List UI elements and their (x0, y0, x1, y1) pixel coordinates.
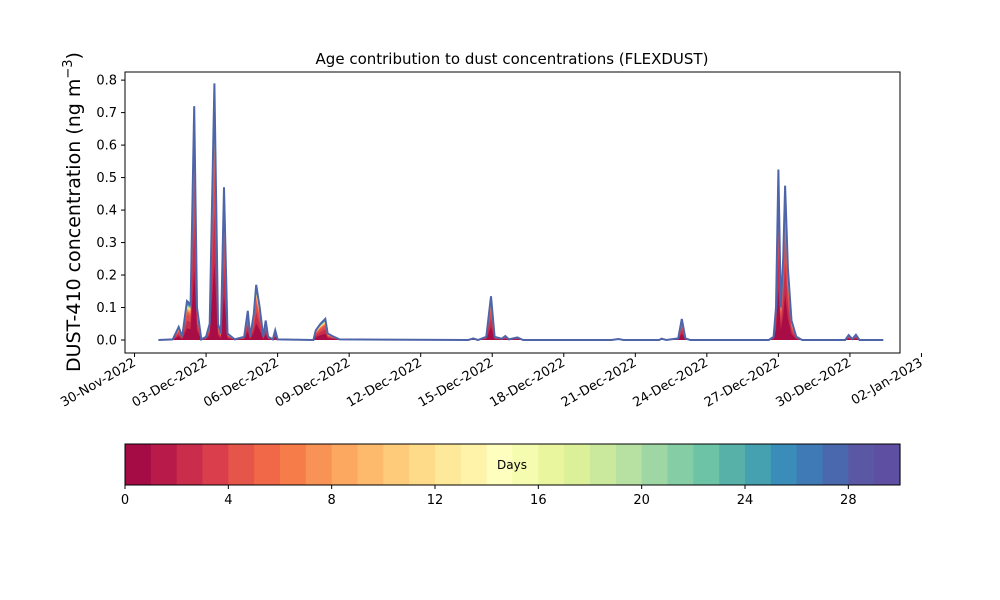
colorbar-swatch (280, 444, 307, 485)
age-layer-20-days (158, 111, 884, 341)
colorbar-tick-label: 0 (121, 493, 129, 508)
colorbar-tick-label: 28 (840, 493, 857, 508)
colorbar-swatch (357, 444, 384, 485)
y-tick-label: 0.6 (96, 139, 117, 154)
x-tick-label: 15-Dec-2022 (416, 355, 496, 410)
colorbar-swatch (305, 444, 333, 485)
y-tick-label: 0.7 (96, 106, 117, 121)
colorbar-swatch (409, 444, 436, 485)
x-tick-label: 21-Dec-2022 (559, 355, 639, 410)
x-tick-label: 02-Jan-2023 (849, 355, 926, 408)
y-tick-label: 0.5 (96, 171, 117, 186)
colorbar-swatch (564, 444, 591, 485)
x-tick-label: 09-Dec-2022 (273, 355, 353, 410)
x-tick-label: 06-Dec-2022 (201, 355, 281, 410)
total-concentration-line (158, 83, 884, 342)
colorbar-swatch (641, 444, 669, 485)
colorbar-swatch (254, 444, 281, 485)
x-tick-label: 03-Dec-2022 (130, 355, 210, 410)
colorbar-swatch (796, 444, 824, 485)
colorbar-swatch (770, 444, 798, 485)
colorbar-label: Days (497, 458, 527, 472)
colorbar-swatch (202, 444, 229, 485)
plot-area (158, 83, 884, 342)
age-layer-29-days (158, 83, 884, 341)
colorbar-tick-label: 12 (427, 493, 444, 508)
colorbar-frame (124, 443, 901, 486)
colorbar-tick-label: 8 (328, 493, 336, 508)
x-axis: 30-Nov-202203-Dec-202206-Dec-202209-Dec-… (58, 353, 925, 411)
age-layer-8-days (158, 134, 884, 341)
x-tick-label: 27-Dec-2022 (702, 355, 782, 410)
y-axis: 0.0 0.1 0.2 0.3 0.4 0.5 0.6 0.7 0.8 (96, 74, 125, 349)
colorbar-swatch (590, 444, 617, 485)
y-tick-label: 0.8 (96, 74, 117, 89)
chart-title: Age contribution to dust concentrations … (316, 50, 709, 68)
colorbar-swatch (460, 444, 488, 485)
colorbar-swatch (615, 444, 643, 485)
colorbar-swatch (383, 444, 410, 485)
age-layer-24-days (158, 103, 884, 341)
age-layer-16-days (158, 116, 884, 341)
colorbar-swatch (667, 444, 694, 485)
colorbar-swatch (874, 444, 901, 485)
colorbar-swatch (822, 444, 849, 485)
x-tick-label: 18-Dec-2022 (487, 355, 567, 410)
y-axis-label: DUST-410 concentration (ng m−3) (61, 52, 85, 372)
colorbar-swatch (331, 444, 359, 485)
colorbar-swatch (848, 444, 875, 485)
colorbar-tick-label: 16 (530, 493, 547, 508)
age-layer-27-days (158, 93, 884, 341)
x-tick-label: 30-Dec-2022 (774, 355, 854, 410)
colorbar-swatch (435, 444, 462, 485)
colorbar-swatch (150, 444, 178, 485)
y-tick-label: 0.2 (96, 269, 117, 284)
y-tick-label: 0.3 (96, 236, 117, 251)
colorbar-tick-label: 24 (737, 493, 754, 508)
y-axis-label-close: ) (63, 52, 85, 59)
colorbar-swatch (486, 444, 514, 485)
colorbar-swatch (125, 444, 152, 485)
plot-frame (124, 71, 901, 354)
colorbar-tick-label: 20 (633, 493, 650, 508)
y-tick-label: 0.0 (96, 334, 117, 349)
colorbar-swatch (176, 444, 204, 485)
y-tick-label: 0.4 (96, 204, 117, 219)
y-tick-label: 0.1 (96, 301, 117, 316)
colorbar-tick-label: 4 (224, 493, 232, 508)
y-axis-label-exponent: −3 (61, 59, 76, 78)
colorbar-swatch (538, 444, 565, 485)
colorbar-swatch (693, 444, 720, 485)
x-tick-label: 12-Dec-2022 (344, 355, 424, 410)
colorbar-swatch (719, 444, 746, 485)
x-tick-label: 24-Dec-2022 (630, 355, 710, 410)
colorbar-swatch (745, 444, 772, 485)
colorbar-swatch (512, 444, 539, 485)
colorbar-swatch (228, 444, 255, 485)
y-axis-label-text: DUST-410 concentration (ng m (63, 79, 85, 372)
age-layer-5-days (158, 150, 884, 341)
colorbar: 0 4 8 12 16 20 24 28 (121, 443, 901, 508)
age-layer-12-days (158, 121, 884, 341)
